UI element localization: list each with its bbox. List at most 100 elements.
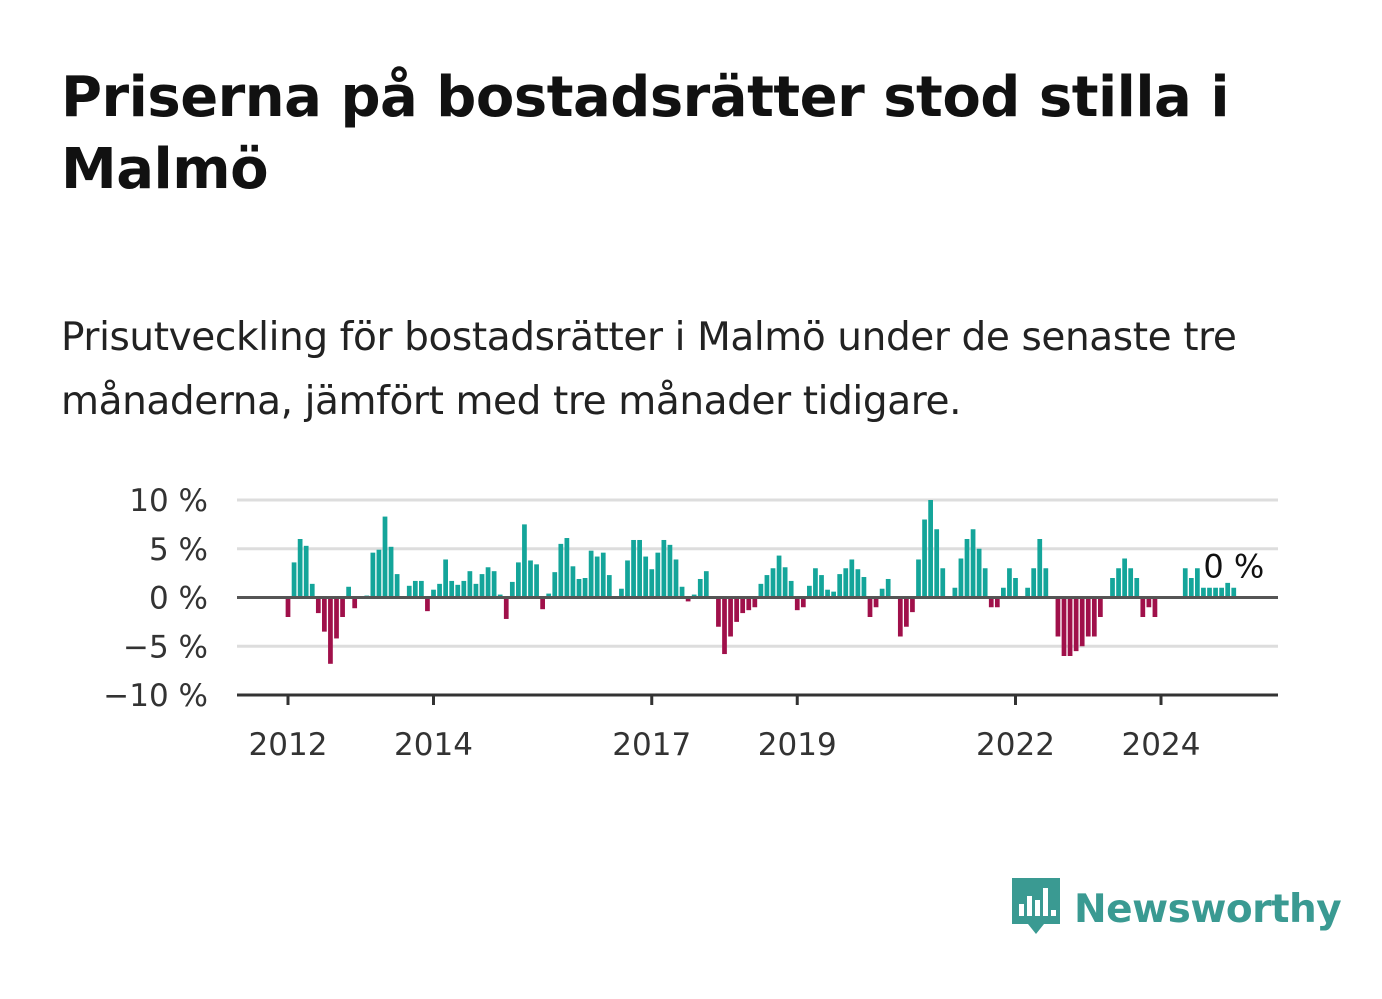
bar — [431, 589, 436, 598]
bar — [734, 597, 739, 622]
bar — [509, 581, 515, 598]
bar — [861, 577, 867, 598]
bar-chart: 10 % 5 % 0 % −5 % −10 % 2012 2014 2017 2019 2022… — [103, 483, 1278, 763]
bar — [285, 597, 291, 617]
bar — [643, 556, 649, 598]
bar — [1013, 578, 1018, 598]
bar — [782, 567, 788, 598]
bar — [1116, 568, 1121, 598]
y-tick-label: 5 % — [149, 532, 208, 568]
bar — [637, 539, 642, 598]
bar — [328, 597, 333, 664]
bar — [1073, 597, 1079, 652]
bar — [988, 597, 994, 608]
bar — [546, 593, 552, 598]
bar — [904, 597, 909, 627]
x-tick-label: 2012 — [249, 727, 328, 763]
bar — [746, 597, 752, 611]
bar — [1091, 597, 1097, 637]
x-tick-label: 2017 — [612, 727, 691, 763]
bar — [916, 559, 921, 598]
bar — [382, 516, 388, 598]
bar — [619, 588, 624, 598]
bar — [467, 571, 473, 598]
bar — [655, 552, 661, 598]
bar — [1134, 578, 1140, 598]
bar — [1122, 558, 1127, 598]
bar — [576, 578, 582, 598]
bar — [1061, 597, 1067, 656]
bar — [964, 539, 970, 598]
bar — [831, 591, 836, 598]
bar — [322, 597, 327, 632]
bar — [976, 548, 982, 598]
bar — [631, 539, 636, 598]
bar — [958, 558, 964, 598]
bar — [952, 587, 958, 598]
bar — [1146, 597, 1152, 608]
bar — [406, 585, 412, 598]
bar — [982, 568, 988, 598]
axes — [237, 596, 1278, 697]
newsworthy-logo: Newsworthy — [1010, 876, 1342, 942]
bar — [334, 597, 339, 639]
bar — [940, 568, 946, 598]
brand-name: Newsworthy — [1074, 886, 1342, 932]
bar — [570, 566, 576, 598]
bar — [661, 539, 667, 598]
bar-chart-speech-bubble-icon — [1010, 876, 1062, 942]
bar — [879, 588, 885, 598]
x-tick-label: 2022 — [976, 727, 1055, 763]
bar — [534, 564, 539, 598]
bar — [564, 538, 570, 598]
bar — [649, 569, 655, 598]
bar — [716, 597, 721, 627]
bar — [1085, 597, 1091, 637]
bar — [315, 597, 321, 614]
bar — [461, 580, 467, 598]
bar — [1067, 597, 1073, 656]
bar — [885, 578, 891, 598]
bar — [419, 580, 424, 598]
bar — [588, 550, 594, 598]
y-axis-ticks: 10 % 5 % 0 % −5 % −10 % — [103, 483, 208, 714]
bar — [485, 567, 491, 598]
bar — [625, 560, 630, 598]
bar — [788, 580, 794, 598]
bar — [849, 559, 855, 598]
bar — [503, 597, 509, 619]
chart-subtitle: Prisutveckling för bostadsrätter i Malmö… — [61, 315, 1237, 424]
bar — [479, 574, 485, 598]
bar — [412, 580, 418, 598]
bar — [922, 519, 927, 598]
bar — [703, 571, 709, 598]
bar — [1188, 578, 1194, 598]
bar — [309, 583, 315, 598]
bar — [558, 543, 564, 598]
bar — [370, 552, 376, 598]
bar — [594, 556, 600, 598]
bar — [1037, 539, 1043, 598]
bar — [522, 524, 527, 598]
bar — [910, 597, 915, 613]
bar — [928, 500, 933, 598]
bar — [867, 597, 873, 617]
x-tick-label: 2014 — [394, 727, 473, 763]
bar — [1213, 587, 1218, 598]
bar — [1128, 568, 1134, 598]
bar — [600, 552, 606, 598]
bar — [1219, 587, 1224, 598]
bar — [394, 574, 400, 598]
bar — [752, 597, 758, 608]
bar — [425, 597, 430, 612]
bar — [934, 529, 940, 598]
bar — [837, 574, 843, 598]
bar — [813, 568, 818, 598]
bar — [1201, 587, 1206, 598]
bar — [764, 575, 770, 598]
bar — [1152, 597, 1158, 617]
bar — [376, 549, 382, 598]
bar — [685, 597, 691, 602]
bar — [807, 585, 812, 598]
bar — [1195, 568, 1200, 598]
